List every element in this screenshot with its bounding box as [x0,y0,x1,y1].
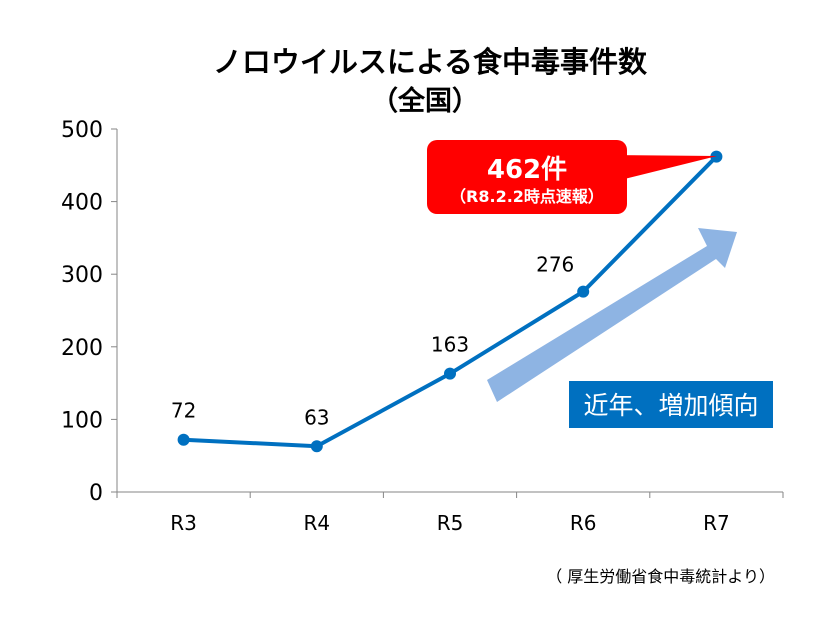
x-tick-label: R5 [437,511,464,535]
trend-arrow [487,228,737,402]
callout: 462件 （R8.2.2時点速報） [427,140,717,214]
y-tick-label: 200 [61,336,103,361]
data-label: 163 [431,333,469,357]
chart-subtitle: （全国） [371,85,479,117]
x-tick-label: R7 [703,511,730,535]
trend-label: 近年、増加傾向 [583,391,758,420]
y-tick-label: 500 [61,118,103,143]
y-tick-label: 400 [61,191,103,216]
data-label: 63 [304,405,329,429]
callout-note: （R8.2.2時点速報） [450,187,604,206]
x-tick-label: R3 [170,511,197,535]
chart-title: ノロウイルスによる食中毒事件数 [213,45,648,79]
data-point [444,367,456,380]
y-tick-label: 100 [61,408,103,433]
data-point [310,440,323,453]
x-tick-label: R6 [570,511,597,535]
source-note: （ 厚生労働省食中毒統計より） [546,567,775,586]
y-tick-label: 0 [89,481,103,506]
data-point [577,285,590,298]
data-point [177,433,190,446]
data-label: 276 [536,253,574,277]
callout-value: 462件 [487,155,567,185]
y-tick-label: 300 [61,263,103,288]
x-tick-label: R4 [303,511,330,535]
data-point [710,150,723,163]
data-label: 72 [171,399,196,423]
trend-label-box [569,381,773,428]
